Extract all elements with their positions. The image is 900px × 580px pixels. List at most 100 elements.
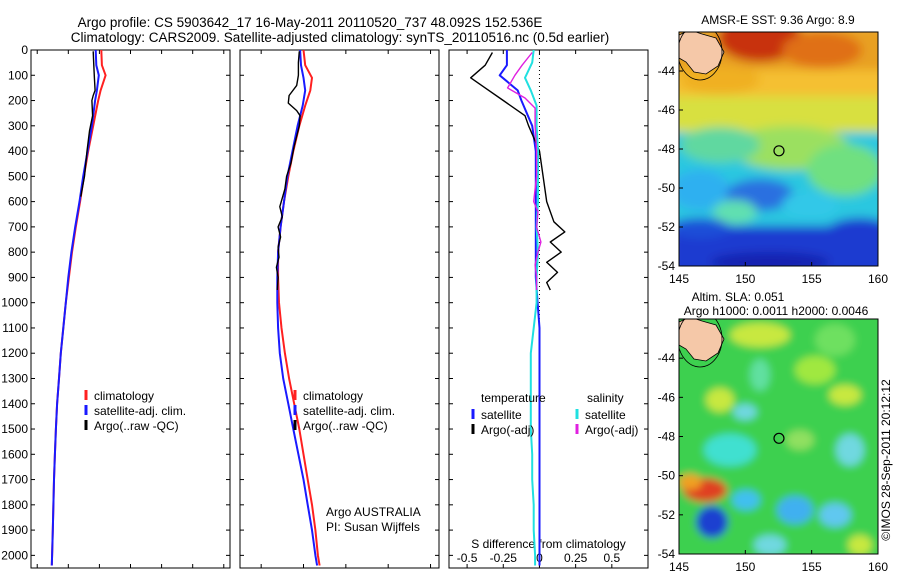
argo-institution-label: Argo AUSTRALIA xyxy=(326,505,421,519)
difference-xtick-label: 2 xyxy=(608,578,615,580)
legend-temperature-label: Argo(-adj) xyxy=(481,423,534,437)
temperature-xtick-label: 10 xyxy=(93,578,107,580)
sla-map-title: Altim. SLA: 0.051 xyxy=(692,290,785,304)
depth-tick-label: 300 xyxy=(8,119,28,133)
legend-salinity-label: Argo(-adj) xyxy=(585,423,638,437)
salinity-difference-tick-label: 0.25 xyxy=(564,551,588,565)
difference-xtick-label: -1 xyxy=(498,578,509,580)
map-latitude-tick-label: -44 xyxy=(658,64,676,78)
sst-map-argo-marker xyxy=(773,145,785,157)
difference-xtick-label: 1 xyxy=(572,578,579,580)
salinity-profile-chart: 3434.53535.536salinityclimatologysatelli… xyxy=(239,49,440,580)
depth-tick-label: 100 xyxy=(8,68,28,82)
difference-xtick-label: 0 xyxy=(536,578,543,580)
salinity-legend-label: Argo(..raw -QC) xyxy=(303,419,388,433)
salinity-legend-label: climatology xyxy=(303,389,363,403)
salinity-legend-label: satellite-adj. clim. xyxy=(303,404,395,418)
legend-temperature-title: temperature xyxy=(481,391,546,405)
map-latitude-tick-label: -48 xyxy=(658,142,676,156)
depth-tick-label: 0 xyxy=(21,43,28,57)
map-longitude-tick-label: 155 xyxy=(802,272,822,286)
depth-tick-label: 2000 xyxy=(1,548,28,562)
temperature-legend-label: Argo(..raw -QC) xyxy=(94,419,179,433)
difference-plot-frame xyxy=(448,49,649,569)
depth-tick-label: 700 xyxy=(8,220,28,234)
map-latitude-tick-label: -46 xyxy=(658,390,676,404)
difference-series-salinity-satellite xyxy=(524,49,539,566)
map-latitude-tick-label: -52 xyxy=(658,220,676,234)
depth-tick-label: 900 xyxy=(8,270,28,284)
depth-tick-label: 1500 xyxy=(1,422,28,436)
temperature-profile-chart: 0100200300400500600700800900100011001200… xyxy=(1,43,230,580)
salinity-difference-tick-label: -0.5 xyxy=(457,551,478,565)
map-longitude-tick-label: 145 xyxy=(669,272,689,286)
map-latitude-tick-label: -46 xyxy=(658,103,676,117)
legend-temperature-label: satellite xyxy=(481,408,522,422)
depth-tick-label: 1800 xyxy=(1,498,28,512)
depth-tick-label: 1400 xyxy=(1,397,28,411)
map-longitude-tick-label: 155 xyxy=(802,560,822,574)
temperature-xtick-label: 30 xyxy=(217,578,231,580)
salinity-xtick-label: 35.5 xyxy=(377,578,401,580)
temperature-series-satellite-adj-clim- xyxy=(50,49,100,566)
map-latitude-tick-label: -52 xyxy=(658,508,676,522)
temperature-series-argo-raw-qc- xyxy=(80,51,96,197)
map-latitude-tick-label: -50 xyxy=(658,469,676,483)
salinity-xtick-label: 34.5 xyxy=(292,578,316,580)
sla-field xyxy=(679,319,878,554)
depth-tick-label: 1100 xyxy=(2,321,28,335)
depth-tick-label: 1000 xyxy=(1,296,28,310)
map-longitude-tick-label: 145 xyxy=(669,560,689,574)
depth-tick-label: 200 xyxy=(8,94,28,108)
sla-map: Altim. SLA: 0.051 Argo h1000: 0.0011 h20… xyxy=(658,290,889,574)
map-longitude-tick-label: 160 xyxy=(868,272,888,286)
temperature-xtick-label: 20 xyxy=(155,578,169,580)
salinity-series-satellite-adj-clim- xyxy=(276,49,319,566)
map-latitude-tick-label: -44 xyxy=(658,351,676,365)
depth-tick-label: 1900 xyxy=(1,523,28,537)
temperature-xtick-label: 15 xyxy=(124,578,138,580)
sst-map: AMSR-E SST: 9.36 Argo: 8.9 xyxy=(658,13,889,286)
header-line-1: Argo profile: CS 5903642_17 16-May-2011 … xyxy=(78,15,543,30)
temperature-xtick-label: 0 xyxy=(34,578,41,580)
map-longitude-tick-label: 150 xyxy=(735,272,755,286)
temperature-xtick-label: 5 xyxy=(65,578,72,580)
map-latitude-tick-label: -54 xyxy=(658,547,676,561)
depth-tick-label: 1600 xyxy=(1,447,28,461)
difference-profile-chart: -2-1012T difference from climatology-0.5… xyxy=(448,49,649,580)
header-line-2: Climatology: CARS2009. Satellite-adjuste… xyxy=(71,30,610,45)
depth-tick-label: 600 xyxy=(8,195,28,209)
salinity-series-climatology xyxy=(277,49,321,566)
map-latitude-tick-label: -48 xyxy=(658,430,676,444)
salinity-difference-tick-label: -0.25 xyxy=(490,551,518,565)
depth-tick-label: 1700 xyxy=(1,473,28,487)
depth-tick-label: 1300 xyxy=(1,371,28,385)
legend-salinity-label: satellite xyxy=(585,408,626,422)
difference-series-temperature-argo-adj- xyxy=(470,52,566,291)
salinity-difference-tick-label: 0.5 xyxy=(603,551,620,565)
salinity-difference-axis-label: S difference from climatology xyxy=(471,537,626,551)
temperature-legend-label: climatology xyxy=(94,389,154,403)
sla-map-subtitle: Argo h1000: 0.0011 h2000: 0.0046 xyxy=(684,304,869,318)
legend-salinity-title: salinity xyxy=(587,391,624,405)
depth-tick-label: 400 xyxy=(8,144,28,158)
depth-tick-label: 800 xyxy=(8,245,28,259)
salinity-xtick-label: 34 xyxy=(254,578,268,580)
map-latitude-tick-label: -50 xyxy=(658,181,676,195)
salinity-xtick-label: 35 xyxy=(339,578,353,580)
map-latitude-tick-label: -54 xyxy=(658,259,676,273)
copyright-note: ©IMOS 28-Sep-2011 20:12:12 xyxy=(879,379,893,541)
principal-investigator-label: PI: Susan Wijffels xyxy=(326,520,420,534)
salinity-series-argo-raw-qc- xyxy=(275,51,301,291)
salinity-xtick-label: 36 xyxy=(424,578,438,580)
map-longitude-tick-label: 150 xyxy=(735,560,755,574)
map-longitude-tick-label: 160 xyxy=(868,560,888,574)
temperature-plot-frame xyxy=(30,49,231,569)
sla-map-argo-marker xyxy=(773,432,785,444)
temperature-xtick-label: 25 xyxy=(186,578,200,580)
salinity-plot-frame xyxy=(239,49,440,569)
difference-series-salinity-argo-adj- xyxy=(506,52,542,290)
sst-map-title: AMSR-E SST: 9.36 Argo: 8.9 xyxy=(701,13,855,27)
sst-field xyxy=(679,32,878,266)
